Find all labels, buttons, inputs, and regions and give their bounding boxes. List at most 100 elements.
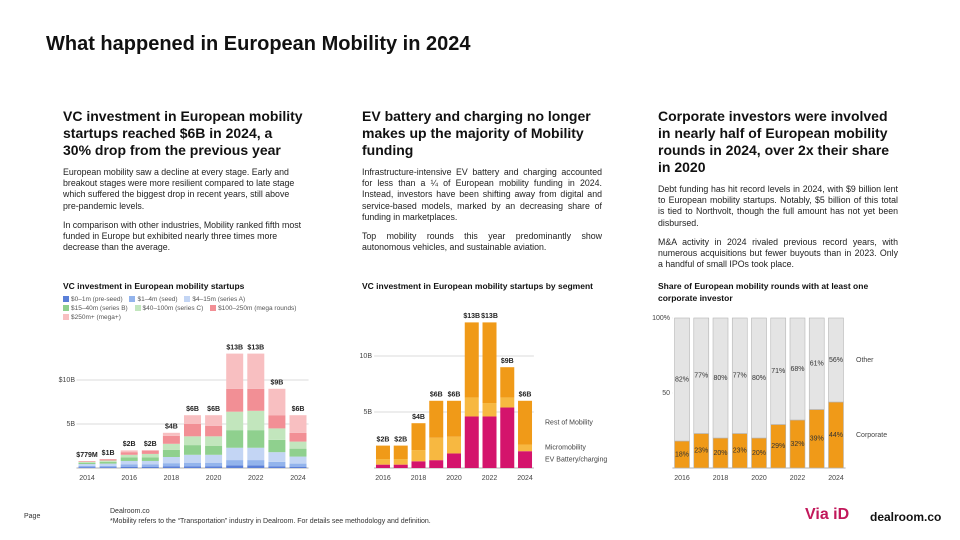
bar-segment [482, 403, 497, 417]
bar-segment [205, 462, 223, 467]
bar-segment [226, 388, 244, 412]
bar-segment [226, 430, 244, 448]
total-label: $9B [501, 358, 514, 365]
x-tick-label: 2020 [751, 475, 767, 482]
bar-segment [375, 459, 390, 465]
bar-segment [78, 464, 96, 466]
page-label: Page [24, 513, 41, 520]
x-tick-label: 2024 [517, 475, 533, 482]
bar-segment [162, 435, 180, 444]
legend-item: $100–250m (mega rounds) [210, 305, 296, 312]
data-label: 68% [790, 366, 804, 373]
bar-segment [828, 317, 844, 403]
bar-segment [120, 454, 138, 458]
bar-segment [141, 450, 159, 454]
x-tick-label: 2018 [713, 475, 729, 482]
legend-swatch [63, 305, 69, 311]
bar-segment [289, 448, 307, 457]
bar-segment [789, 317, 806, 421]
legend-item: $40–100m (series C) [134, 305, 203, 312]
legend-label: $0–1m (pre-seed) [71, 296, 123, 303]
chart-title: VC investment in European mobility start… [63, 281, 245, 291]
column-heading: EV battery and charging no longer makes … [362, 108, 591, 158]
bar-segment [247, 388, 265, 411]
bar-segment [120, 460, 138, 465]
bar-segment [375, 464, 390, 468]
total-label: $2B [377, 436, 390, 443]
bar-segment [120, 450, 138, 453]
bar-segment [482, 416, 497, 468]
bar-segment [205, 425, 223, 437]
legend-item: $15–40m (series B) [63, 305, 128, 312]
total-label: $4B [165, 424, 178, 431]
bar-segment [268, 439, 286, 453]
total-label: $2B [144, 441, 157, 448]
x-tick-label: 2022 [482, 475, 498, 482]
bar-segment [205, 415, 223, 426]
bar-segment [712, 317, 729, 439]
x-tick-label: 2016 [121, 475, 137, 482]
x-tick-label: 2024 [828, 475, 844, 482]
bar-segment [447, 436, 461, 454]
bar-segment [518, 444, 533, 452]
total-label: $6B [292, 406, 305, 413]
bar-segment [78, 461, 96, 462]
bar-segment [141, 457, 159, 461]
total-label: $6B [186, 406, 199, 413]
y-tick-label: 5B [363, 409, 372, 416]
bar-segment [184, 445, 201, 455]
bar-segment [205, 446, 223, 455]
bar-segment [205, 436, 223, 446]
bar-segment [120, 452, 138, 455]
bar-segment [447, 453, 461, 468]
footnote: *Mobility refers to the “Transportation”… [110, 518, 431, 525]
bar-segment [162, 466, 180, 468]
bar-segment [99, 463, 117, 466]
chart: 5B $10B 2014 $779M $1B 2016 $2B $2B 2018 $4B $6B 20… [59, 344, 309, 482]
bar-segment [500, 407, 515, 468]
data-label: 61% [810, 361, 824, 368]
x-tick-label: 2022 [248, 475, 264, 482]
bar-segment [393, 459, 408, 465]
legend-swatch [129, 296, 136, 302]
data-label: 80% [714, 375, 728, 382]
bar-segment [411, 423, 426, 451]
column-heading: Corporate investors were involved in nea… [658, 108, 890, 175]
bar-segment [247, 465, 265, 468]
bar-segment [226, 353, 244, 389]
paragraph: European mobility saw a decline at every… [63, 167, 295, 211]
bar-segment [184, 454, 201, 463]
legend-swatch [210, 305, 217, 311]
legend-swatch [63, 296, 69, 302]
data-label: 32% [790, 441, 804, 448]
bar-segment [464, 397, 479, 417]
x-tick-label: 2018 [164, 475, 180, 482]
total-label: $9B [270, 380, 283, 387]
legend-item: $1–4m (seed) [129, 296, 178, 303]
bar-segment [184, 436, 201, 446]
total-label: $13B [226, 344, 243, 351]
bar-segment [429, 400, 444, 438]
x-tick-label: 2022 [790, 475, 806, 482]
bar-segment [268, 452, 286, 462]
bar-segment [247, 460, 265, 466]
column: Corporate investors were involved in nea… [658, 108, 898, 278]
y-tick-label: $10B [59, 377, 76, 384]
legend-swatch [184, 296, 191, 302]
bar-segment [268, 466, 286, 468]
paragraph: Infrastructure-intensive EV battery and … [362, 167, 602, 222]
bar-segment [751, 317, 767, 439]
bar-segment [120, 464, 138, 467]
x-tick-label: 2014 [79, 475, 95, 482]
bar-segment [226, 460, 244, 466]
data-label: 29% [771, 443, 785, 450]
bar-segment [78, 462, 96, 465]
bar-segment [411, 461, 426, 468]
legend-swatch [63, 314, 69, 320]
x-tick-label: 2024 [290, 475, 306, 482]
series-label: Micromobility [545, 445, 586, 452]
data-label: 18% [675, 451, 689, 458]
total-label: $6B [207, 406, 220, 413]
paragraph: In comparison with other industries, Mob… [63, 219, 302, 253]
